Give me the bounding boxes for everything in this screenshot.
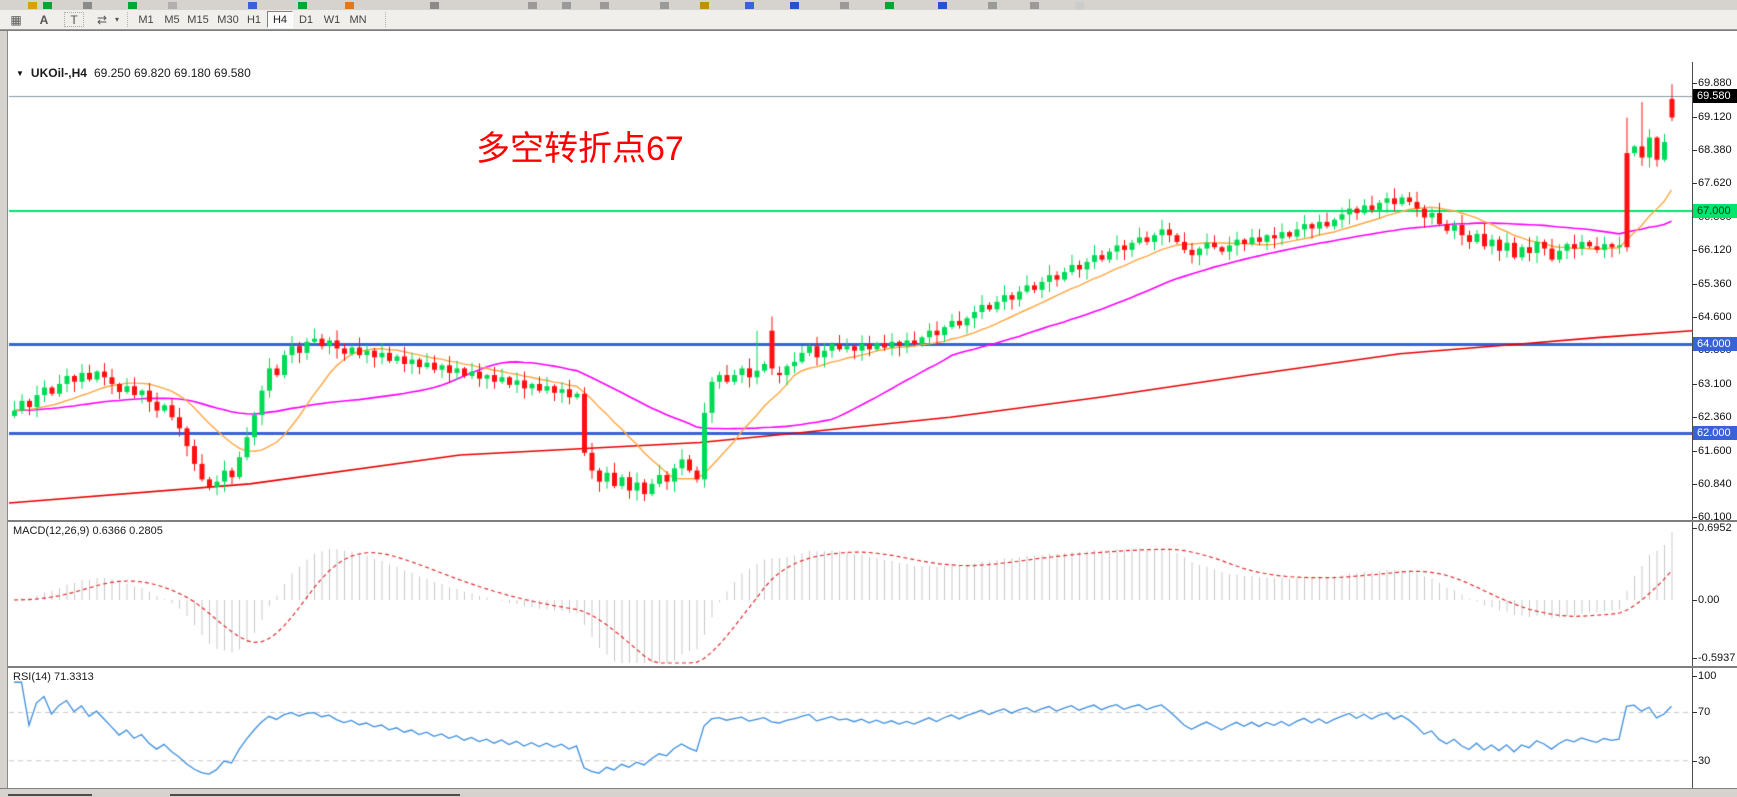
clipped-toolbar-icon: [83, 2, 92, 9]
toolbar-separator: [127, 12, 128, 27]
timeframe-button-m30[interactable]: M30: [217, 13, 239, 26]
axis-tick-mark: [1692, 283, 1697, 285]
price-tick-label: 64.600: [1698, 311, 1732, 324]
price-tick-label: 61.600: [1698, 444, 1732, 457]
axis-tick-mark: [1692, 712, 1697, 714]
clipped-toolbar-icon: [600, 2, 609, 9]
price-tick-label: 69.120: [1698, 110, 1732, 123]
ohlc-values: 69.250 69.820 69.180 69.580: [93, 66, 251, 80]
axis-tick-mark: [1692, 517, 1697, 519]
rsi-tick-label: 30: [1698, 754, 1711, 767]
clipped-toolbar-icon: [700, 2, 709, 9]
axis-tick-mark: [1692, 416, 1697, 418]
clipped-toolbar-icon: [248, 2, 257, 9]
axis-tick-mark: [1692, 658, 1697, 659]
price-tick-label: 69.880: [1698, 76, 1732, 89]
price-tick-label: 67.620: [1698, 177, 1732, 190]
axis-tick-mark: [1692, 149, 1697, 151]
clipped-toolbar-icon: [1030, 2, 1039, 9]
timeframe-button-m5[interactable]: M5: [164, 13, 180, 26]
toolbar-separator: [385, 12, 386, 27]
chart-canvas[interactable]: [0, 31, 1737, 797]
clipped-toolbar-icon: [840, 2, 849, 9]
axis-tick-mark: [1692, 484, 1697, 486]
timeframe-button-w1[interactable]: W1: [323, 13, 341, 26]
axis-tick-mark: [1692, 317, 1697, 319]
clipped-toolbar-icon: [1075, 2, 1084, 9]
axis-tick-mark: [1692, 676, 1697, 678]
level-price-box-67.000: 67.000: [1693, 203, 1737, 218]
clipped-toolbar-icon: [28, 2, 37, 9]
clipped-toolbar-icon: [43, 2, 52, 9]
timeframe-button-h1[interactable]: H1: [246, 13, 262, 26]
timeframe-button-d1[interactable]: D1: [298, 13, 314, 26]
clipped-toolbar-icon: [298, 2, 307, 9]
price-axis-line: [1692, 62, 1693, 797]
font-a-icon[interactable]: A: [39, 12, 49, 27]
axis-tick-mark: [1692, 528, 1697, 529]
clipped-toolbar-icon: [938, 2, 947, 9]
level-price-box-64.000: 64.000: [1693, 337, 1737, 351]
price-tick-label: 65.360: [1698, 277, 1732, 290]
clipped-bar-segment: [8, 794, 92, 796]
timeframe-button-mn[interactable]: MN: [349, 13, 367, 26]
rsi-tick-label: 70: [1698, 706, 1711, 719]
price-tick-label: 68.380: [1698, 143, 1732, 156]
price-tick-label: 62.360: [1698, 410, 1732, 423]
clipped-toolbar-icon: [790, 2, 799, 9]
clipped-toolbar-icon: [128, 2, 137, 9]
current-price-box: 69.580: [1693, 89, 1737, 104]
macd-indicator-label: MACD(12,26,9) 0.6366 0.2805: [13, 525, 163, 537]
chart-text-annotation[interactable]: 多空转折点67: [476, 130, 684, 168]
clipped-toolbar-icon: [988, 2, 997, 9]
axis-tick-mark: [1692, 450, 1697, 452]
clipped-top-toolbar: [0, 0, 1737, 10]
axis-tick-mark: [1692, 249, 1697, 251]
symbol-dropdown-icon[interactable]: ▼: [16, 68, 24, 78]
macd-tick-label: 0.00: [1698, 594, 1720, 606]
axis-tick-mark: [1692, 183, 1697, 185]
axis-tick-mark: [1692, 383, 1697, 385]
macd-tick-label: 0.6952: [1698, 522, 1732, 534]
axis-tick-mark: [1692, 600, 1697, 601]
cycles-icon[interactable]: ⇄: [96, 12, 108, 27]
pane-separator-macd[interactable]: [0, 520, 1737, 522]
pane-separator-rsi[interactable]: [0, 666, 1737, 668]
chart-window: ▼ UKOil-,H4 69.250 69.820 69.180 69.580 …: [0, 30, 1737, 797]
dropdown-arrow-icon[interactable]: ▾: [114, 15, 119, 24]
window-left-edge: [0, 31, 8, 789]
clipped-toolbar-icon: [168, 2, 177, 9]
macd-tick-label: -0.5937: [1698, 652, 1736, 664]
level-price-box-62.000: 62.000: [1693, 425, 1737, 440]
text-box-icon[interactable]: T: [64, 12, 84, 27]
clipped-bar-segment: [170, 794, 460, 796]
price-tick-label: 60.100: [1698, 511, 1732, 524]
axis-tick-mark: [1692, 82, 1697, 84]
rsi-tick-label: 100: [1698, 670, 1717, 683]
price-tick-label: 60.840: [1698, 478, 1732, 491]
rsi-indicator-label: RSI(14) 71.3313: [13, 671, 94, 683]
charts-toolbar: ▦ A T ⇄ ▾ M1 M5 M15 M30 H1 H4 D1 W1 MN: [0, 10, 1737, 30]
axis-tick-mark: [1692, 116, 1697, 118]
symbol-title: UKOil-,H4: [30, 66, 87, 80]
clipped-toolbar-icon: [745, 2, 754, 9]
clipped-toolbar-icon: [345, 2, 354, 9]
clipped-bottom-bar: [0, 788, 1737, 797]
price-tick-label: 66.120: [1698, 243, 1732, 256]
chart-title-row[interactable]: ▼ UKOil-,H4 69.250 69.820 69.180 69.580: [16, 66, 251, 80]
grid-f-icon[interactable]: ▦: [10, 12, 22, 27]
clipped-toolbar-icon: [660, 2, 669, 9]
price-tick-label: 63.100: [1698, 377, 1732, 390]
clipped-toolbar-icon: [562, 2, 571, 9]
clipped-toolbar-icon: [885, 2, 894, 9]
timeframe-button-h4[interactable]: H4: [267, 11, 293, 28]
timeframe-button-m15[interactable]: M15: [187, 13, 209, 26]
clipped-toolbar-icon: [528, 2, 537, 9]
timeframe-button-m1[interactable]: M1: [138, 13, 154, 26]
axis-tick-mark: [1692, 760, 1697, 762]
clipped-toolbar-icon: [430, 2, 439, 9]
